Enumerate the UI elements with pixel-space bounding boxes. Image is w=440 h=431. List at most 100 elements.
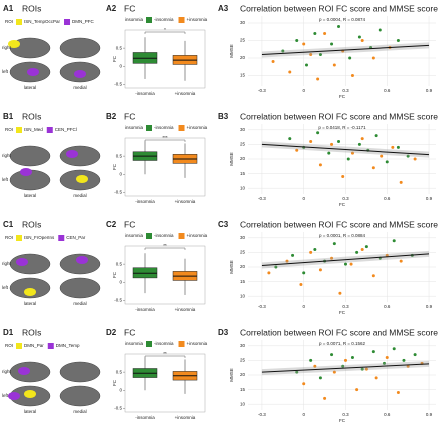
x-tick-label: 0.9 (426, 304, 433, 309)
roi-blob (18, 367, 30, 375)
point (371, 274, 375, 278)
point (295, 39, 299, 42)
significance: ** (163, 351, 167, 356)
point (371, 56, 375, 60)
panel-title: ROIs (22, 3, 41, 13)
point (313, 248, 317, 251)
x-tick-label: -0.3 (258, 88, 266, 93)
y-axis-label: MMSE (229, 152, 234, 166)
point (406, 154, 410, 158)
legend-swatch (16, 235, 22, 241)
legend-swatch (16, 19, 22, 25)
y-tick-label: 25 (240, 38, 246, 43)
legend-swatch (178, 17, 185, 23)
x-axis-label: FC (339, 94, 346, 99)
point (295, 148, 299, 152)
x-tick-label: 0.6 (384, 304, 391, 309)
legend-title: ROI (5, 235, 13, 240)
panel-label: A3 (218, 4, 229, 13)
legend-swatch (178, 233, 185, 239)
point (374, 376, 378, 380)
y-axis-label: MMSE (229, 260, 234, 274)
point (392, 347, 396, 351)
point (357, 35, 361, 39)
panel-title: ROIs (22, 219, 41, 229)
point (360, 367, 364, 371)
point (360, 248, 364, 251)
roi-blob (8, 392, 20, 400)
legend-label: +insomnia (187, 341, 208, 346)
point (309, 250, 313, 254)
x-tick-label: 0.3 (342, 196, 349, 201)
view-label: medial (73, 409, 86, 414)
point (385, 356, 389, 359)
legend-title: insomnia (125, 125, 144, 130)
point (399, 180, 403, 184)
point (302, 42, 306, 46)
roi-blob (66, 150, 78, 158)
legend-swatch (64, 19, 71, 25)
y-tick-label: 10 (240, 185, 246, 190)
point (316, 77, 320, 81)
legend-label: DMN_Temp (56, 343, 80, 348)
view-label: left (2, 177, 9, 182)
x-axis-label: FC (339, 202, 346, 207)
point (396, 145, 400, 149)
point (338, 291, 342, 295)
sig-bracket (144, 139, 186, 142)
panel-label: D2 (106, 328, 117, 337)
x-tick-label: -0.3 (258, 412, 266, 417)
legend-label: DMN_Par (24, 343, 44, 348)
point (330, 353, 334, 357)
point (399, 259, 403, 263)
point (309, 140, 313, 143)
point (348, 56, 352, 60)
point (323, 396, 327, 400)
legend-title: ROI (5, 127, 13, 132)
y-tick-label: 0.5 (116, 261, 123, 266)
y-tick-label: -0.5 (114, 406, 122, 411)
point (385, 253, 389, 257)
annotation: p = 0.0001, R = 0.0884 (319, 233, 366, 238)
y-tick-label: 20 (240, 156, 246, 161)
point (288, 70, 292, 74)
point (371, 350, 375, 354)
point (350, 356, 354, 359)
y-tick-label: 10 (240, 401, 246, 406)
x-tick-label: -0.3 (258, 196, 266, 201)
legend-label: CEN_Par (66, 235, 86, 240)
legend-title: insomnia (125, 341, 144, 346)
y-tick-label: 0.5 (116, 153, 123, 158)
x-tick-label: 0.3 (342, 304, 349, 309)
y-axis-label: FC (112, 379, 117, 386)
y-axis-label: MMSE (229, 44, 234, 58)
roi-blob (27, 68, 39, 76)
y-tick-label: 10 (240, 293, 246, 298)
x-tick-label: +insomnia (175, 199, 196, 204)
y-tick-label: 0.5 (116, 369, 123, 374)
point (350, 151, 354, 155)
legend-swatch (16, 343, 22, 349)
point (413, 157, 417, 161)
y-axis-label: FC (112, 271, 117, 278)
x-tick-label: -insomnia (135, 91, 155, 96)
point (413, 353, 417, 357)
y-tick-label: 25 (240, 142, 246, 147)
x-tick-label: 0 (302, 304, 305, 309)
view-label: medial (73, 193, 86, 198)
x-tick-label: 0 (302, 412, 305, 417)
point (302, 382, 306, 386)
panel-title: FC (124, 327, 135, 337)
sig-bracket (144, 31, 186, 34)
point (341, 175, 345, 178)
legend-label: ISN_FrOperIns (24, 235, 55, 240)
view-label: right (2, 369, 12, 374)
point (309, 53, 313, 56)
annotation: p = 0.0418, R = -0.1171 (318, 125, 366, 130)
y-tick-label: 15 (240, 171, 246, 176)
x-tick-label: -insomnia (135, 199, 155, 204)
fit-line (261, 44, 430, 55)
point (318, 163, 322, 167)
point (350, 74, 354, 77)
point (364, 245, 368, 249)
